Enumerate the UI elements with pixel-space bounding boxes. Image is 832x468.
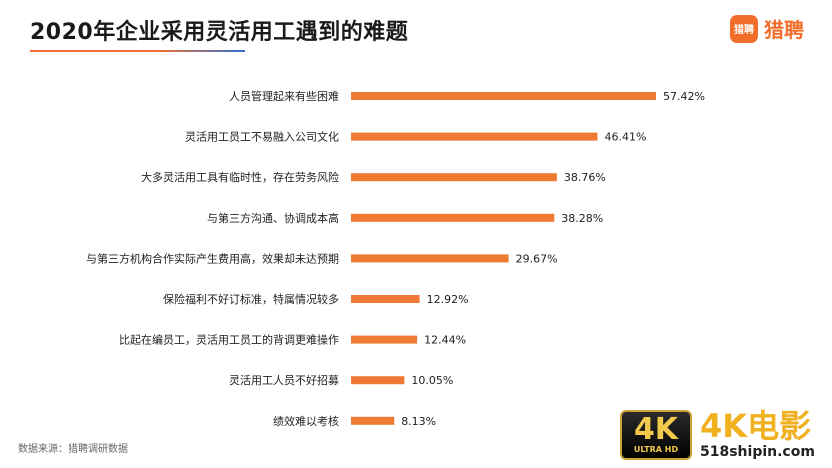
bar xyxy=(351,213,555,222)
page-title: 2020年企业采用灵活用工遇到的难题 xyxy=(30,20,409,45)
category-label: 比起在编员工，灵活用工员工的背调更难操作 xyxy=(119,333,339,347)
category-label: 与第三方机构合作实际产生费用高，效果却未达预期 xyxy=(86,251,339,265)
logo-text: 猎聘 xyxy=(764,18,804,42)
bar xyxy=(351,254,509,263)
watermark-badge-text: 4K xyxy=(633,412,679,448)
bar xyxy=(351,92,656,100)
bar xyxy=(351,132,598,141)
value-label: 38.28% xyxy=(561,212,603,225)
logo-mark-icon: 猎聘 xyxy=(730,14,758,43)
value-label: 12.92% xyxy=(427,293,469,306)
watermark-url: 518shipin.com xyxy=(700,443,815,460)
watermark-text-group: 4K电影 518shipin.com xyxy=(700,410,815,460)
bar xyxy=(351,173,557,182)
category-label: 绩效难以考核 xyxy=(273,414,339,428)
category-label: 灵活用工人员不好招募 xyxy=(229,373,339,387)
watermark-title: 4K电影 xyxy=(700,407,812,446)
value-label: 8.13% xyxy=(401,415,436,428)
value-label: 38.76% xyxy=(564,171,606,184)
category-label: 灵活用工员工不易融入公司文化 xyxy=(185,130,339,144)
bar xyxy=(351,335,418,344)
bar xyxy=(351,416,395,425)
title-underline xyxy=(30,50,245,52)
category-label: 人员管理起来有些困难 xyxy=(229,89,339,103)
category-label: 保险福利不好订标准，特属情况较多 xyxy=(163,292,339,306)
watermark: 4K ULTRA HD 4K电影 518shipin.com xyxy=(620,410,815,460)
value-label: 29.67% xyxy=(516,252,558,265)
value-label: 46.41% xyxy=(605,131,647,144)
category-label: 与第三方沟通、协调成本高 xyxy=(207,211,339,225)
bar xyxy=(351,295,420,303)
bar xyxy=(351,376,405,385)
category-label: 大多灵活用工具有临时性，存在劳务风险 xyxy=(141,170,339,184)
value-label: 10.05% xyxy=(411,374,453,387)
brand-logo: 猎聘 猎聘 xyxy=(730,14,804,43)
value-label: 57.42% xyxy=(663,90,705,103)
watermark-badge-subtext: ULTRA HD xyxy=(633,445,679,455)
watermark-badge-icon: 4K ULTRA HD xyxy=(620,410,692,460)
data-source: 数据来源：猎聘调研数据 xyxy=(18,444,128,455)
value-label: 12.44% xyxy=(424,334,466,347)
